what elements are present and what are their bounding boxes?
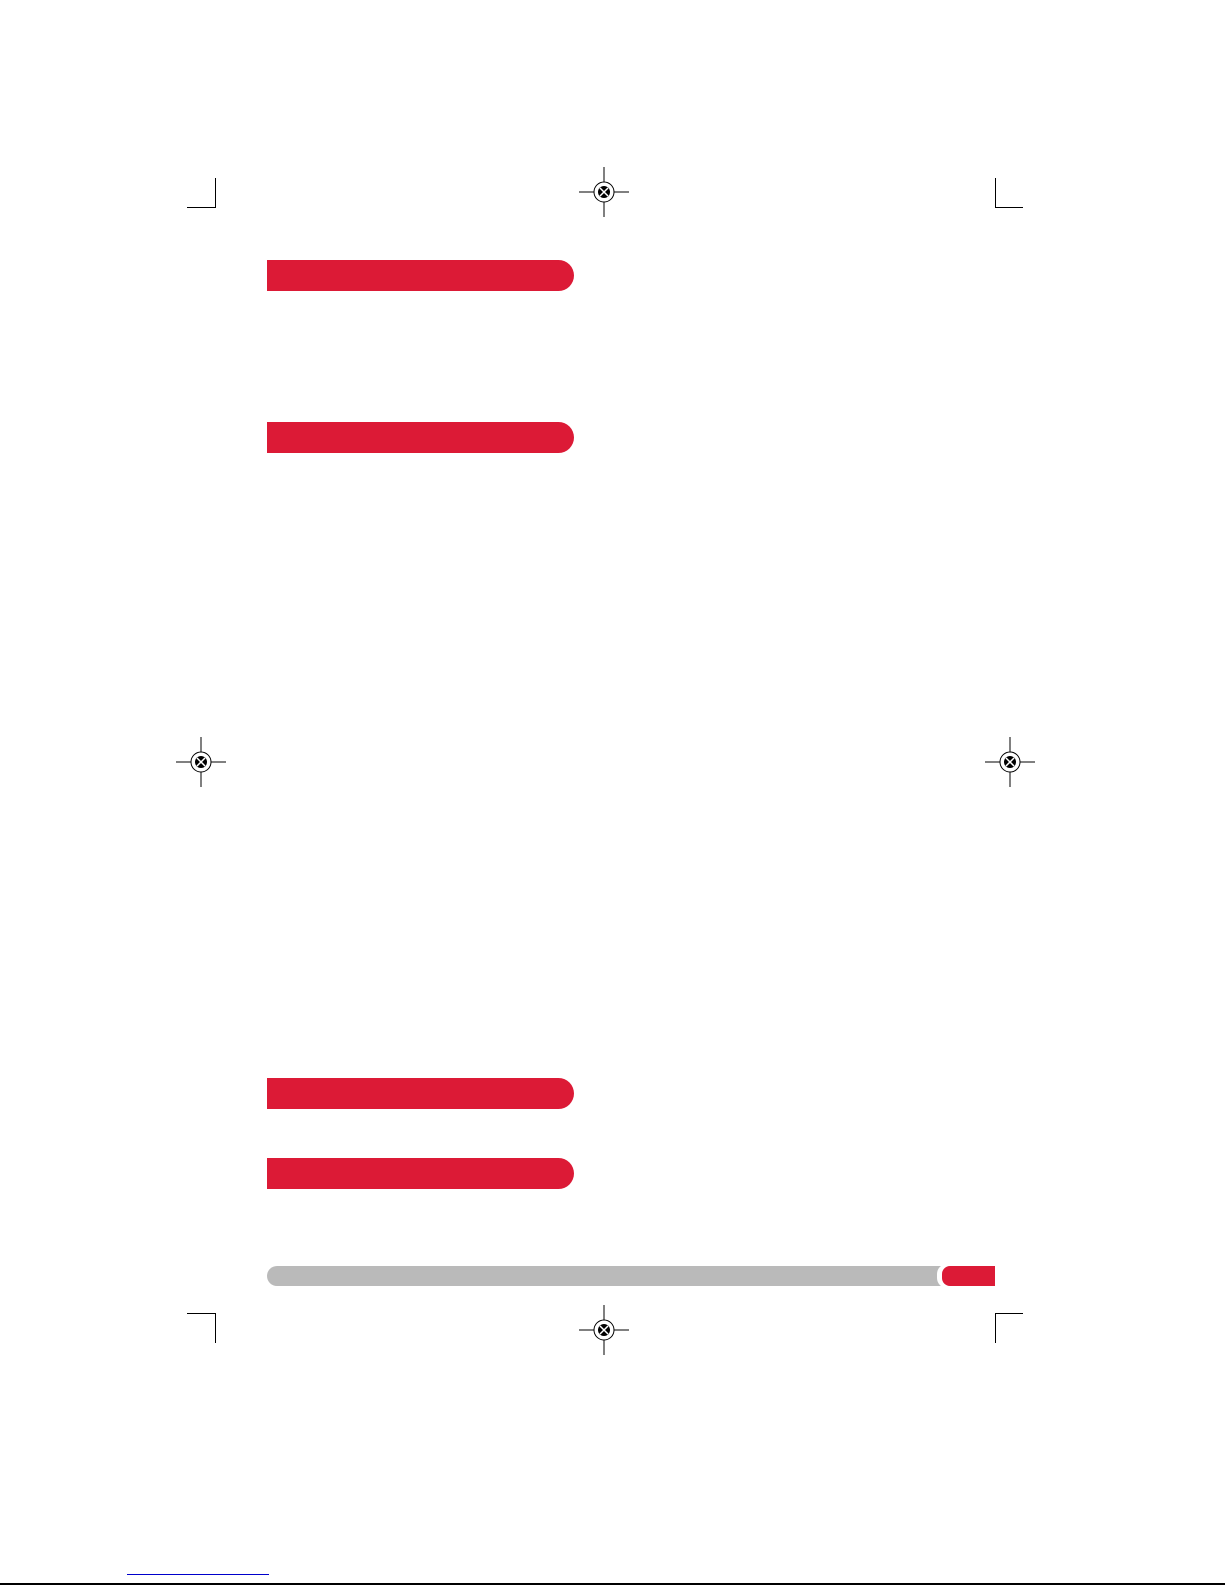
section-heading-bar: [267, 260, 574, 291]
link-underline[interactable]: [127, 1574, 269, 1575]
registration-mark-icon: [579, 1305, 629, 1355]
registration-mark-icon: [579, 167, 629, 217]
registration-mark-icon: [176, 737, 226, 787]
footer-bar: [267, 1266, 943, 1286]
page-bottom-rule: [0, 1583, 1225, 1585]
registration-mark-icon: [985, 737, 1035, 787]
section-heading-bar: [267, 1078, 574, 1109]
section-heading-bar: [267, 1158, 574, 1189]
section-heading-bar: [267, 422, 574, 453]
page-number-tab: [942, 1266, 995, 1286]
